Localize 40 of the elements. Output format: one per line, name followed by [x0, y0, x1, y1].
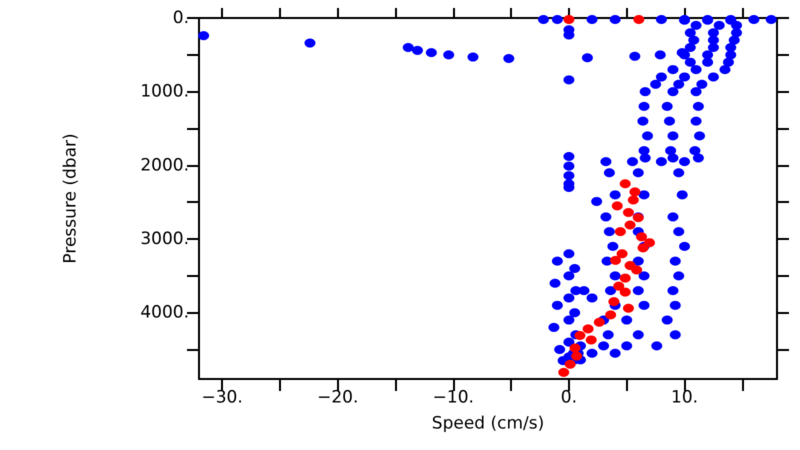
x-tick-label: 0.: [560, 388, 578, 408]
point: [586, 335, 597, 344]
point: [624, 220, 636, 230]
x-tick-label: −10.: [432, 388, 474, 408]
y-tick-label: 1000.: [140, 82, 189, 102]
point: [563, 14, 574, 24]
point: [564, 360, 576, 369]
point: [582, 324, 594, 334]
point: [613, 282, 624, 291]
point: [616, 249, 628, 258]
point: [574, 331, 586, 340]
point: [622, 208, 634, 217]
y-tick-label: 0.: [172, 8, 189, 28]
x-axis-title: Speed (cm/s): [432, 414, 544, 434]
point: [571, 352, 582, 361]
point: [633, 14, 644, 24]
point: [612, 201, 623, 210]
point: [622, 304, 634, 313]
y-tick-label: 2000.: [140, 155, 189, 176]
point: [610, 256, 622, 265]
point: [620, 274, 631, 283]
point: [629, 187, 640, 196]
point: [558, 368, 570, 377]
y-tick-label: 4000.: [140, 302, 189, 323]
point: [631, 265, 642, 274]
point: [614, 227, 626, 236]
point: [628, 195, 639, 204]
point: [608, 297, 620, 306]
y-tick-label: 3000.: [140, 229, 189, 250]
point: [644, 238, 655, 248]
x-tick-label: −30.: [201, 388, 243, 408]
point: [620, 179, 631, 188]
x-tick-label: 10.: [670, 388, 698, 408]
point: [605, 310, 616, 320]
point: [594, 318, 605, 327]
point: [636, 232, 648, 242]
point: [570, 344, 581, 353]
y-axis-title: Pressure (dbar): [60, 133, 80, 264]
point: [620, 288, 631, 297]
x-tick-label: −20.: [317, 388, 358, 408]
